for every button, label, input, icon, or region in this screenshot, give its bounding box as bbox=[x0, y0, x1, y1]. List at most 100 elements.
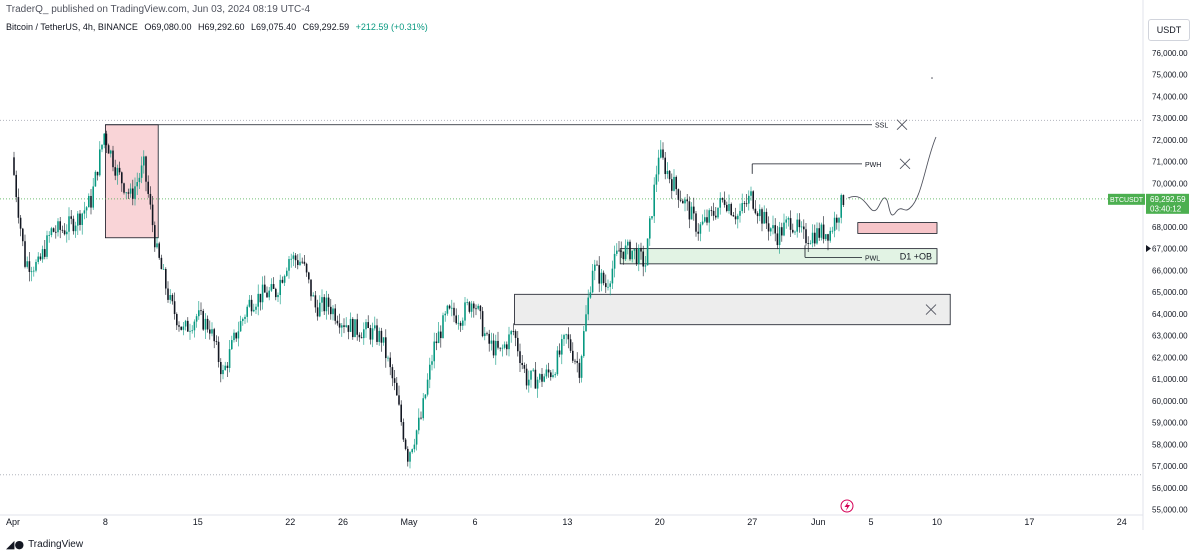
candle-body bbox=[807, 243, 809, 244]
candle-body bbox=[396, 382, 398, 396]
candle-body bbox=[783, 222, 785, 236]
candle-body bbox=[717, 207, 719, 218]
candle-body bbox=[385, 337, 387, 359]
last-price-tag bbox=[1146, 193, 1189, 214]
currency-button[interactable]: USDT bbox=[1148, 19, 1190, 41]
candle-body bbox=[398, 395, 400, 405]
candle-body bbox=[160, 257, 163, 270]
candle-body bbox=[561, 339, 563, 355]
price-tick-label: 61,000.00 bbox=[1152, 375, 1188, 384]
candle-body bbox=[162, 268, 165, 270]
projection-path bbox=[847, 136, 937, 216]
candle-body bbox=[327, 297, 330, 307]
candle-body bbox=[92, 186, 94, 208]
candle-body bbox=[112, 150, 114, 168]
candle-body bbox=[310, 279, 312, 297]
price-tick-label: 55,000.00 bbox=[1152, 506, 1188, 515]
candle-body bbox=[376, 325, 378, 342]
candle-body bbox=[215, 341, 218, 342]
candle-body bbox=[103, 133, 105, 145]
candle-body bbox=[530, 370, 532, 380]
candle-body bbox=[154, 225, 156, 248]
candle-body bbox=[732, 215, 735, 217]
candle-body bbox=[118, 167, 121, 173]
price-tick-label: 57,000.00 bbox=[1152, 462, 1188, 471]
candle-body bbox=[270, 284, 273, 291]
time-tick-label: 8 bbox=[103, 517, 108, 527]
symbol-name[interactable]: Bitcoin / TetherUS, 4h, BINANCE bbox=[6, 22, 138, 32]
candle-body bbox=[787, 218, 790, 220]
candle-body bbox=[763, 211, 765, 224]
candle-body bbox=[668, 170, 671, 180]
candle-body bbox=[528, 379, 530, 386]
candle-body bbox=[297, 260, 299, 266]
candle-body bbox=[341, 325, 343, 328]
candle-body bbox=[37, 256, 39, 262]
candle-body bbox=[409, 452, 411, 462]
candle-body bbox=[651, 216, 653, 219]
candle-body bbox=[88, 195, 90, 208]
candle-body bbox=[484, 333, 486, 337]
candle-body bbox=[715, 215, 717, 218]
candle-body bbox=[490, 340, 493, 344]
time-tick-label: 15 bbox=[193, 517, 203, 527]
candle-body bbox=[618, 250, 620, 252]
candle-body bbox=[319, 302, 321, 317]
candle-body bbox=[536, 379, 539, 389]
candle-body bbox=[57, 221, 59, 233]
candle-body bbox=[198, 310, 200, 317]
candle-body bbox=[794, 231, 796, 233]
candle-body bbox=[101, 144, 103, 150]
candle-body bbox=[358, 334, 361, 338]
candle-body bbox=[266, 292, 268, 298]
time-tick-label: 6 bbox=[472, 517, 477, 527]
candle-body bbox=[173, 301, 176, 315]
candle-body bbox=[585, 314, 587, 332]
candle-body bbox=[371, 328, 374, 340]
candle-body bbox=[325, 297, 328, 312]
candle-body bbox=[303, 261, 306, 264]
candle-body bbox=[70, 216, 72, 219]
footer-brand[interactable]: TradingView bbox=[28, 539, 84, 550]
candle-body bbox=[818, 228, 820, 238]
candle-body bbox=[842, 195, 845, 205]
candle-body bbox=[426, 379, 429, 395]
candle-body bbox=[761, 209, 763, 224]
candle-body bbox=[721, 198, 724, 200]
candle-body bbox=[127, 192, 130, 194]
candle-body bbox=[312, 295, 314, 297]
candle-body bbox=[587, 297, 589, 315]
candle-body bbox=[829, 230, 831, 241]
candle-body bbox=[83, 210, 86, 214]
candle-body bbox=[246, 306, 248, 317]
candle-body bbox=[710, 210, 713, 212]
candle-body bbox=[563, 335, 565, 340]
candle-body bbox=[257, 293, 259, 307]
candle-body bbox=[110, 150, 112, 154]
candle-body bbox=[79, 213, 81, 225]
candle-body bbox=[189, 330, 191, 332]
candle-body bbox=[816, 228, 818, 244]
candle-body bbox=[693, 206, 695, 214]
candle-body bbox=[404, 439, 407, 449]
tradingview-logo-icon[interactable]: ◢● bbox=[6, 538, 25, 551]
candle-body bbox=[578, 362, 581, 378]
candle-body bbox=[169, 295, 171, 300]
candle-body bbox=[805, 229, 807, 244]
candle-body bbox=[90, 195, 92, 208]
candle-body bbox=[565, 334, 567, 336]
zone-box-red bbox=[857, 222, 938, 234]
price-tick-label: 76,000.00 bbox=[1152, 49, 1188, 58]
time-tick-label: Jun bbox=[811, 517, 826, 527]
candle-body bbox=[754, 208, 757, 214]
candle-body bbox=[792, 229, 794, 233]
candle-body bbox=[462, 320, 464, 326]
zone-box-red bbox=[105, 124, 159, 239]
candle-body bbox=[30, 271, 33, 273]
candle-body bbox=[107, 145, 110, 154]
candle-body bbox=[737, 215, 739, 220]
candle-body bbox=[345, 325, 347, 327]
candle-body bbox=[367, 322, 369, 329]
price-tick-label: 71,000.00 bbox=[1152, 158, 1188, 167]
